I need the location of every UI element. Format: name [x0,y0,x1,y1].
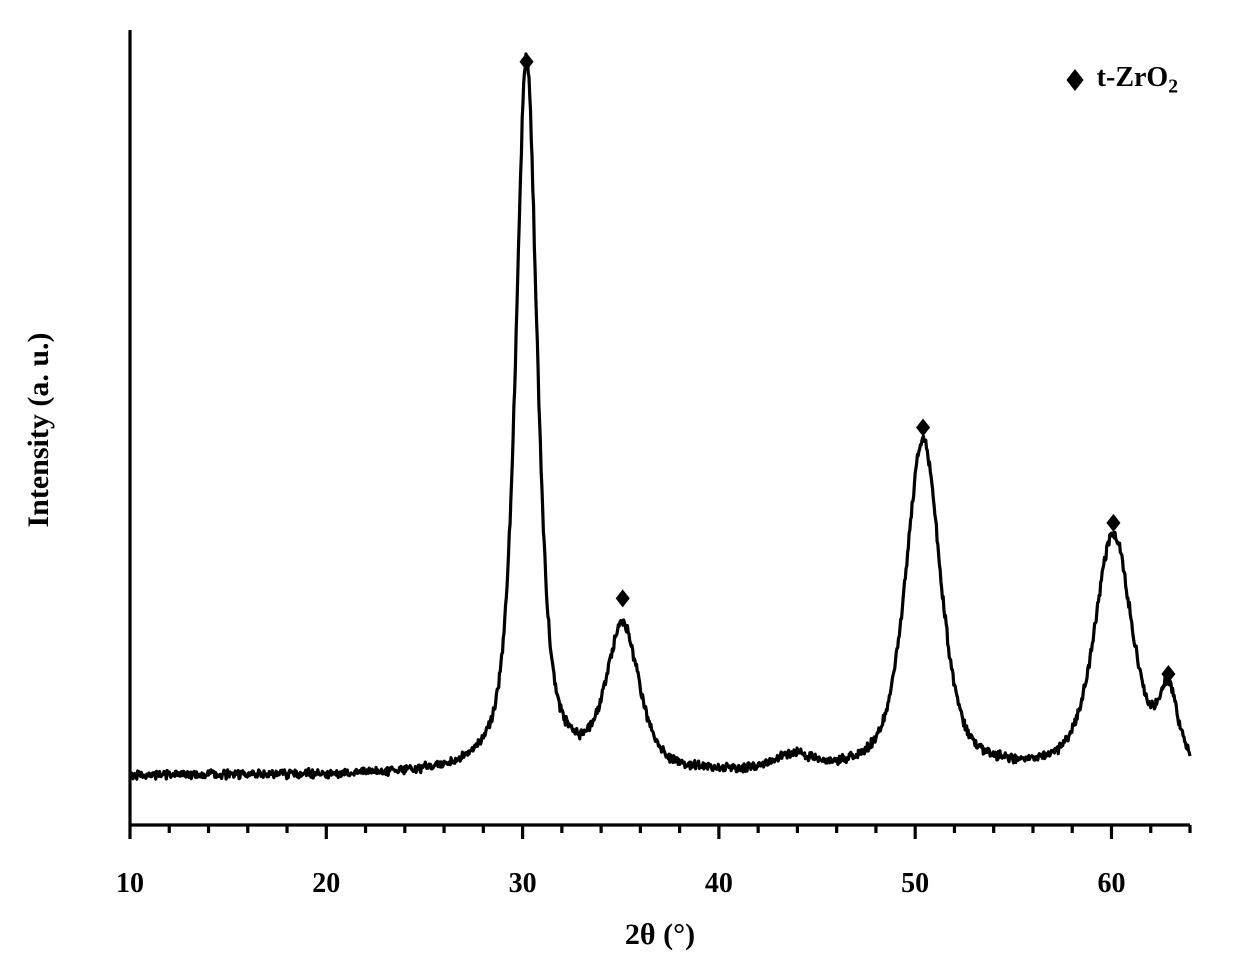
x-tick-label: 60 [1097,868,1125,900]
legend-text-sub: 2 [1168,77,1178,98]
x-tick-label: 10 [116,868,144,900]
legend-label: t-ZrO2 [1097,62,1178,99]
y-axis-label: Intensity (a. u.) [22,310,62,550]
x-tick-label: 20 [312,868,340,900]
diamond-icon [1063,68,1087,92]
diamond-icon [519,53,533,71]
xrd-trace [130,54,1190,779]
legend: t-ZrO2 [1063,62,1178,99]
legend-text-main: t-ZrO [1097,62,1169,93]
plot-svg [130,30,1190,843]
diamond-icon [1106,514,1120,532]
x-tick-label: 40 [705,868,733,900]
x-tick-label: 30 [509,868,537,900]
y-axis-label-text: Intensity (a. u.) [22,333,55,528]
x-axis-label-text: 2θ (°) [625,918,695,951]
plot-area [130,30,1190,825]
diamond-icon [916,419,930,437]
x-tick-label: 50 [901,868,929,900]
x-axis-label: 2θ (°) [540,918,780,952]
xrd-figure: Intensity (a. u.) 2θ (°) t-ZrO2 10 20 30 40… [0,0,1240,970]
diamond-icon [616,589,630,607]
